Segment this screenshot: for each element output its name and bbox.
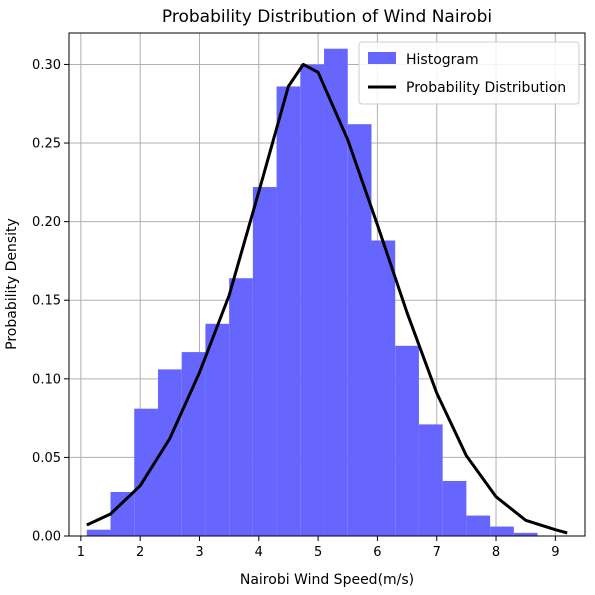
histogram-bar — [229, 278, 253, 536]
legend-box — [358, 41, 580, 105]
y-tick-label: 0.05 — [32, 451, 61, 466]
distribution-curve — [86, 62, 568, 535]
histogram-bar — [205, 323, 230, 536]
histogram-bar — [181, 352, 206, 536]
histogram-bar — [134, 408, 158, 536]
x-tick-label: 6 — [373, 545, 381, 560]
y-axis-label: Probability Density — [4, 218, 20, 350]
histogram-bar — [86, 529, 111, 536]
x-tick-label: 9 — [551, 545, 559, 560]
chart-title: Probability Distribution of Wind Nairobi — [162, 7, 492, 27]
x-tick-label: 5 — [314, 545, 322, 560]
histogram-bar — [324, 48, 348, 536]
x-tick-label: 8 — [492, 545, 500, 560]
y-tick-label: 0.00 — [32, 530, 61, 545]
x-tick-label: 4 — [255, 545, 263, 560]
x-tick-label: 3 — [195, 545, 203, 560]
distribution-curve-layer — [86, 62, 568, 535]
legend-histogram-swatch — [368, 52, 396, 64]
legend-distribution-label: Probability Distribution — [406, 80, 566, 96]
histogram-bar — [276, 86, 301, 536]
y-tick-label: 0.25 — [32, 137, 61, 152]
axis-ticks: 1 2 3 4 5 6 7 8 9 0.00 0.05 0.10 0.15 0.20 0.25 0.30 — [32, 58, 559, 560]
y-tick-label: 0.30 — [32, 58, 61, 73]
x-axis-label: Nairobi Wind Speed(m/s) — [240, 572, 414, 588]
histogram-bar — [110, 491, 135, 536]
histogram-bar — [371, 240, 396, 537]
histogram-bar — [395, 345, 419, 536]
legend-histogram-label: Histogram — [406, 52, 479, 68]
histogram-bar — [466, 515, 491, 536]
y-tick-label: 0.10 — [32, 372, 61, 387]
histogram-bar — [418, 424, 443, 536]
plot-frame — [68, 32, 586, 537]
histogram-bar — [252, 187, 277, 536]
histogram-bar — [300, 64, 325, 536]
legend: Histogram Probability Distribution — [358, 41, 580, 105]
x-tick-label: 2 — [136, 545, 144, 560]
histogram-bar — [157, 369, 182, 536]
x-tick-label: 7 — [433, 545, 441, 560]
y-tick-label: 0.20 — [32, 215, 61, 230]
histogram-bar — [513, 532, 538, 536]
histogram-bar — [442, 480, 467, 536]
x-tick-label: 1 — [77, 545, 85, 560]
histogram-bar — [490, 526, 514, 536]
y-tick-label: 0.15 — [32, 294, 61, 309]
histogram-bar — [347, 124, 372, 536]
